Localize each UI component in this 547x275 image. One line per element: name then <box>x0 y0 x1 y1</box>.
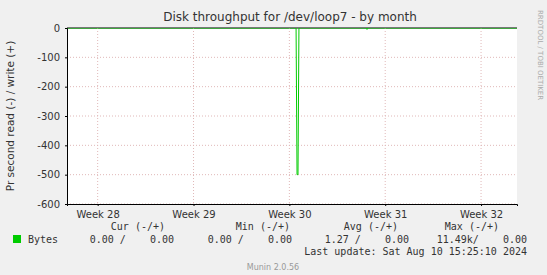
tick: -100 <box>37 52 67 63</box>
grid-line <box>67 57 517 58</box>
tick-label: Week 29 <box>172 209 215 220</box>
tick: 0 <box>54 23 67 34</box>
series-line <box>67 28 517 175</box>
tick-mark <box>65 204 67 205</box>
chart: 0-100-200-300-400-500-600Week 28Week 29W… <box>0 0 547 275</box>
tick: Week 29 <box>172 204 215 220</box>
grid-line <box>193 28 194 204</box>
tick-label: -200 <box>37 81 60 92</box>
tick: -200 <box>37 81 67 92</box>
grid-line <box>67 86 517 87</box>
tick-label: 0 <box>54 23 60 34</box>
grid-line <box>97 28 98 204</box>
legend-stat: 11.49k/ 0.00 <box>437 234 527 245</box>
tick-mark <box>385 204 386 206</box>
tick-label: -100 <box>37 52 60 63</box>
footer: Munin 2.0.56 <box>247 263 299 272</box>
grid-line <box>67 116 517 117</box>
tick: -400 <box>37 140 67 151</box>
marks <box>67 28 517 175</box>
axis-line <box>65 29 68 205</box>
legend-header: Max (-/+) <box>445 221 499 232</box>
grid-line <box>67 145 517 146</box>
legend-header: Cur (-/+) <box>111 221 165 232</box>
tick-label: Week 32 <box>460 209 503 220</box>
grid-line <box>481 28 482 204</box>
grid-line <box>385 28 386 204</box>
tick-label: Week 30 <box>268 209 311 220</box>
tick: -500 <box>37 169 67 180</box>
tick-mark <box>65 145 67 146</box>
tick-mark <box>65 87 67 88</box>
background <box>0 0 547 275</box>
tick-mark <box>481 204 482 206</box>
grid-line <box>289 28 290 204</box>
legend-stat: 0.00 / 0.00 <box>208 234 292 245</box>
plot-area <box>67 28 517 204</box>
tick: Week 28 <box>77 204 120 220</box>
legend-header: Avg (-/+) <box>344 221 398 232</box>
tick-mark <box>289 204 290 206</box>
tick-label: -300 <box>37 111 60 122</box>
tick: -600 <box>37 199 67 210</box>
grid-line <box>67 174 517 175</box>
tick-mark <box>98 204 99 206</box>
watermark: RRDTOOL / TOBI OETIKER <box>536 10 544 100</box>
legend-swatch <box>13 235 21 243</box>
legend-stat: 1.27 / 0.00 <box>325 234 409 245</box>
legend-stat: 0.00 / 0.00 <box>90 234 174 245</box>
tick-mark <box>194 204 195 206</box>
legend-label: Bytes <box>28 234 58 245</box>
tick-mark <box>65 28 67 29</box>
tick-label: -600 <box>37 199 60 210</box>
tick: Week 32 <box>460 204 503 220</box>
tick: -300 <box>37 111 67 122</box>
tick-mark <box>65 175 67 176</box>
tick: Week 31 <box>364 204 407 220</box>
tick-mark <box>65 57 67 58</box>
tick-label: Week 28 <box>77 209 120 220</box>
legend-header: Min (-/+) <box>236 221 290 232</box>
tick-label: Week 31 <box>364 209 407 220</box>
y-axis: 0 -100 -200 -300 -400 -500 -600 <box>37 23 67 210</box>
axis-line <box>68 205 518 207</box>
y-axis-title: Pr second read (-) / write (+) <box>4 41 16 192</box>
tick-label: -500 <box>37 169 60 180</box>
tick-mark <box>65 116 67 117</box>
x-axis: Week 28 Week 29 Week 30 Week 31 Week 32 <box>68 204 518 220</box>
tick: Week 30 <box>268 204 311 220</box>
tick-label: -400 <box>37 140 60 151</box>
last-update: Last update: Sat Aug 10 15:25:10 2024 <box>304 246 527 257</box>
grid <box>67 28 517 204</box>
title: Disk throughput for /dev/loop7 - by mont… <box>163 10 417 24</box>
